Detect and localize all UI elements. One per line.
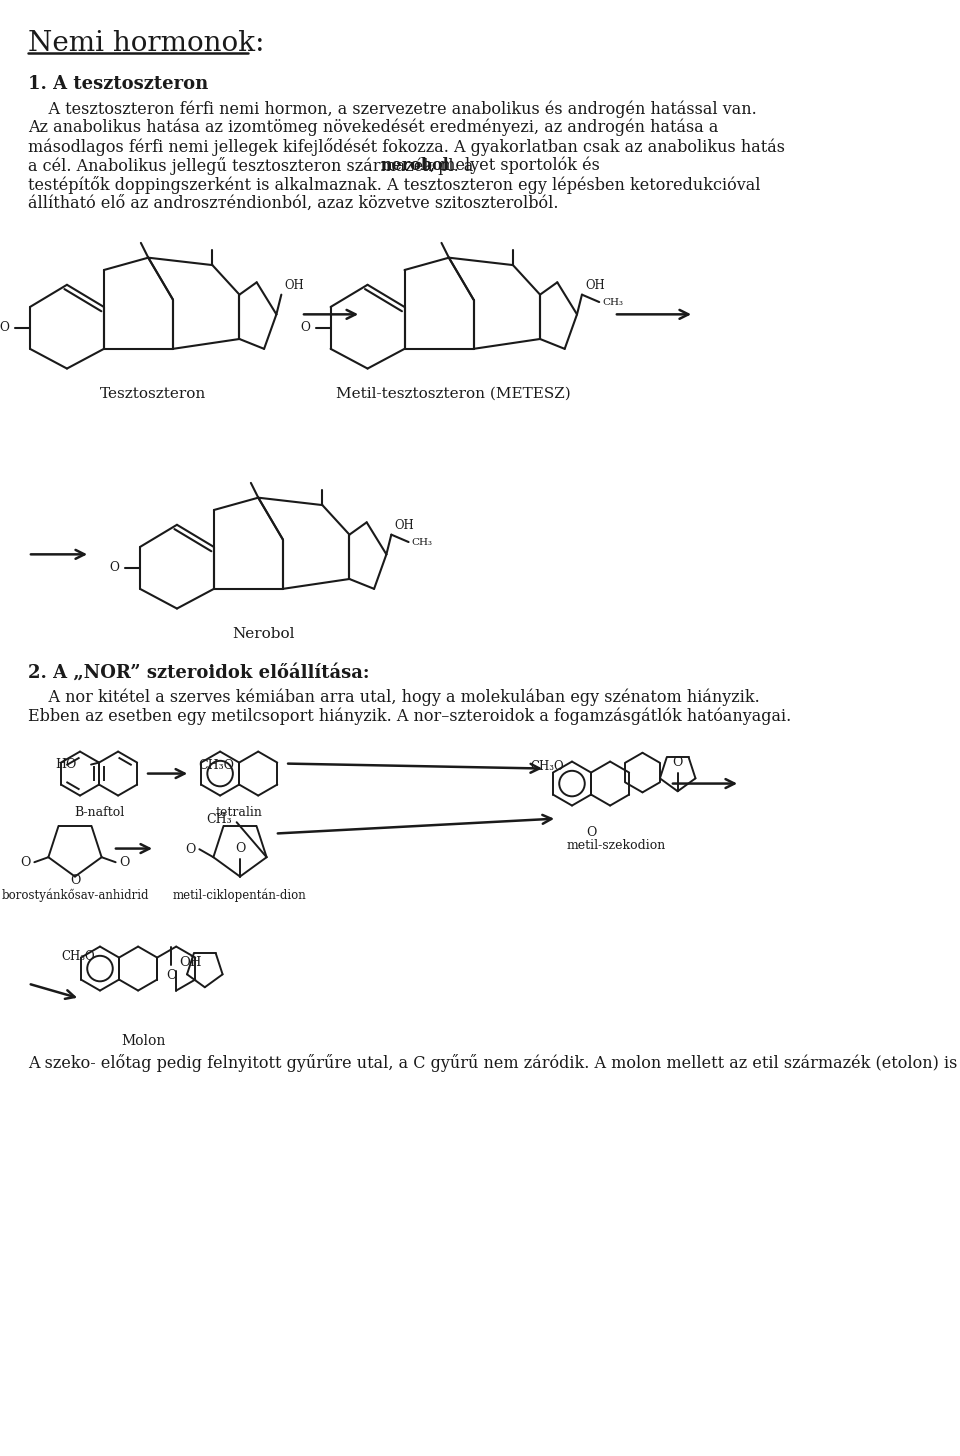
Text: Az anabolikus hatása az izomtömeg növekedését eredményezi, az androgén hatása a: Az anabolikus hatása az izomtömeg növeke…: [28, 119, 718, 137]
Text: tetralin: tetralin: [216, 805, 263, 818]
Text: Nerobol: Nerobol: [232, 626, 295, 641]
Text: O: O: [300, 322, 310, 335]
Text: OH: OH: [395, 518, 414, 531]
Text: nerobol: nerobol: [381, 157, 449, 175]
Text: Tesztoszteron: Tesztoszteron: [100, 386, 206, 400]
Text: HO: HO: [56, 759, 77, 772]
Text: Metil-tesztoszteron (METESZ): Metil-tesztoszteron (METESZ): [336, 386, 571, 400]
Text: O: O: [587, 826, 597, 839]
Text: Ebben az esetben egy metilcsoport hiányzik. A nor–szteroidok a fogamzásgátlók ha: Ebben az esetben egy metilcsoport hiányz…: [28, 708, 791, 725]
Text: testépítők doppingszerként is alkalmaznak. A tesztoszteron egy lépésben ketoredu: testépítők doppingszerként is alkalmazna…: [28, 176, 760, 194]
Text: A tesztoszteron férfi nemi hormon, a szervezetre anabolikus és androgén hatással: A tesztoszteron férfi nemi hormon, a sze…: [28, 100, 756, 118]
Text: CH₃O: CH₃O: [198, 759, 234, 772]
Text: állítható elő az androszтéndionból, azaz közvetve szitoszterolból.: állítható elő az androszтéndionból, azaz…: [28, 195, 559, 213]
Text: CH₃: CH₃: [206, 812, 231, 826]
Text: O: O: [185, 843, 196, 856]
Text: B-naftol: B-naftol: [74, 805, 124, 818]
Text: CH₃O: CH₃O: [530, 760, 564, 773]
Text: CH₃: CH₃: [412, 537, 433, 546]
Text: A nor kitétel a szerves kémiában arra utal, hogy a molekulában egy szénatom hián: A nor kitétel a szerves kémiában arra ut…: [28, 689, 759, 706]
Text: metil-ciklopentán-dion: metil-ciklopentán-dion: [173, 888, 307, 903]
Text: O: O: [20, 856, 31, 869]
Text: a cél. Anabolikus jellegű tesztoszteron származék pl. a: a cél. Anabolikus jellegű tesztoszteron …: [28, 157, 478, 175]
Text: CH₃: CH₃: [602, 297, 623, 307]
Text: OH: OH: [585, 278, 605, 291]
Text: O: O: [235, 842, 245, 855]
Text: O: O: [70, 874, 81, 887]
Text: O: O: [120, 856, 130, 869]
Text: metil-szekodion: metil-szekodion: [566, 839, 665, 852]
Text: O: O: [109, 562, 119, 575]
Text: borostуánkősav-anhidrid: borostуánkősav-anhidrid: [1, 888, 149, 903]
Text: másodlagos férfi nemi jellegek kifejlődését fokozza. A gyakorlatban csak az anab: másodlagos férfi nemi jellegek kifejlődé…: [28, 138, 785, 156]
Text: , melyet sportolók és: , melyet sportolók és: [430, 157, 600, 175]
Text: O: O: [673, 756, 683, 769]
Text: O: O: [0, 322, 10, 335]
Text: Molon: Molon: [122, 1034, 166, 1047]
Text: OH: OH: [180, 955, 202, 968]
Text: Nemi hormonok:: Nemi hormonok:: [28, 31, 265, 57]
Text: OH: OH: [284, 278, 304, 291]
Text: 1. A tesztoszteron: 1. A tesztoszteron: [28, 76, 208, 93]
Text: 2. A „NOR” szteroidok előállítása:: 2. A „NOR” szteroidok előállítása:: [28, 664, 370, 681]
Text: CH₃O: CH₃O: [61, 951, 95, 962]
Text: O: O: [166, 968, 177, 981]
Text: A szeko- előtag pedig felnyitott gyűrűre utal, a C gyűrű nem záródik. A molon me: A szeko- előtag pedig felnyitott gyűrűre…: [28, 1054, 960, 1072]
